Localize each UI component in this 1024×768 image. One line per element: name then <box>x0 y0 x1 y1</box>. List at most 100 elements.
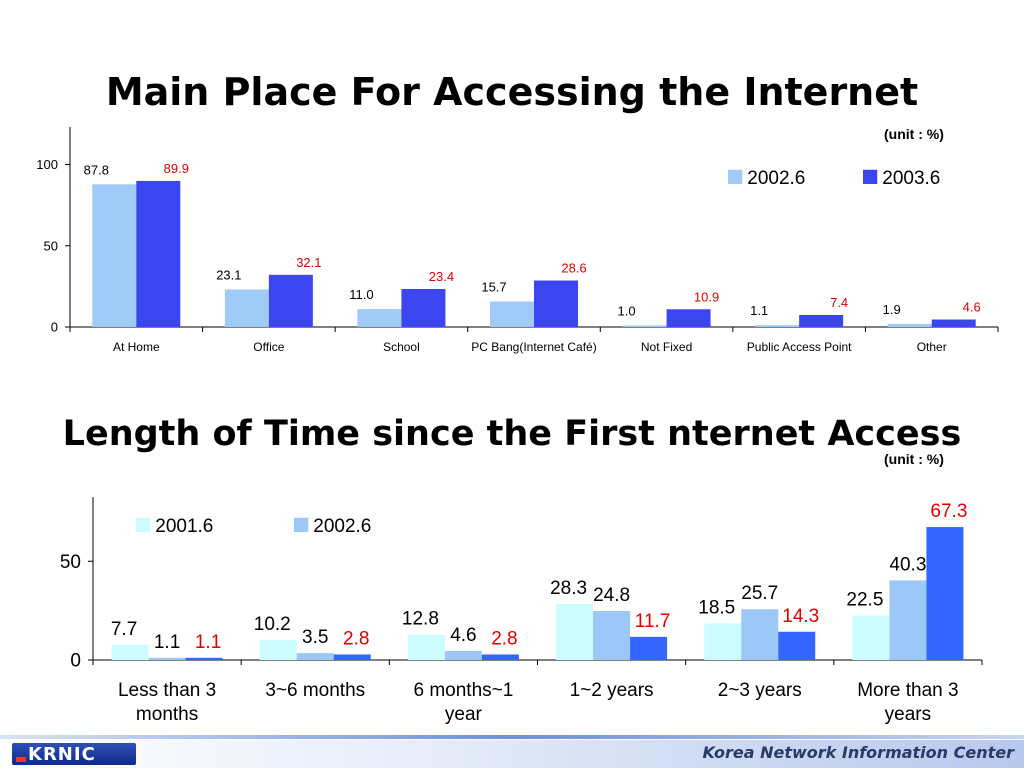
bar <box>490 301 534 327</box>
chart2-title: Length of Time since the First nternet A… <box>62 414 962 454</box>
bar <box>136 180 181 327</box>
data-label: 23.1 <box>216 267 241 282</box>
bar <box>148 657 186 660</box>
footer: KRNIC Korea Network Information Center <box>0 735 1024 768</box>
legend-swatch <box>294 517 309 532</box>
y-tick-label: 0 <box>51 320 58 335</box>
y-tick-label: 50 <box>44 238 58 253</box>
data-label: 89.9 <box>164 161 189 176</box>
data-label: 28.3 <box>550 578 587 599</box>
legend-label: 2002.6 <box>747 168 805 189</box>
data-label: 4.6 <box>450 625 476 646</box>
bar <box>704 623 742 660</box>
data-label: 7.4 <box>830 295 848 310</box>
legend-swatch <box>728 169 743 184</box>
bar <box>444 650 482 660</box>
x-tick-label: years <box>885 704 931 725</box>
legend-label: 2002.6 <box>313 516 371 537</box>
bar <box>931 319 976 327</box>
data-label: 67.3 <box>930 501 967 522</box>
data-label: 2.8 <box>491 628 517 649</box>
legend-swatch <box>863 169 878 184</box>
chart1-bar-chart: 0 50 100 87.8 89.9 At Home 23.1 32.1 Office 11.0 2… <box>36 127 999 354</box>
logo-mark-icon <box>16 757 26 762</box>
bar <box>185 657 223 660</box>
data-label: 87.8 <box>84 162 109 177</box>
bar <box>926 527 964 660</box>
x-tick-label: PC Bang(Internet Café) <box>471 340 596 354</box>
data-label: 1.0 <box>618 303 636 318</box>
data-label: 10.9 <box>694 289 719 304</box>
x-tick-label: 3~6 months <box>265 680 365 701</box>
bar <box>111 644 149 660</box>
bar <box>755 325 800 327</box>
footer-divider <box>0 735 1024 739</box>
bar <box>296 653 334 660</box>
data-label: 25.7 <box>741 583 778 604</box>
chart2-bar-chart: 0 50 7.7 1.1 1.1 Less than 3 months 10.2 3.5 2.8 3… <box>60 497 983 725</box>
x-tick-label: School <box>383 340 420 354</box>
x-tick-label: year <box>445 704 483 725</box>
data-label: 24.8 <box>593 585 630 606</box>
data-label: 22.5 <box>846 590 883 611</box>
y-tick-label: 50 <box>60 552 81 573</box>
bar <box>92 184 137 327</box>
x-tick-label: More than 3 <box>857 680 958 701</box>
bar <box>778 631 816 660</box>
chart1-title: Main Place For Accessing the Internet <box>105 70 919 114</box>
y-tick-label: 100 <box>36 157 58 172</box>
krnic-logo: KRNIC <box>12 743 136 765</box>
bar <box>666 309 711 327</box>
x-tick-label: At Home <box>113 340 160 354</box>
data-label: 11.0 <box>349 287 373 302</box>
bar <box>333 654 371 660</box>
x-tick-label: Less than 3 <box>118 680 216 701</box>
bar <box>224 289 269 327</box>
bar <box>630 636 668 660</box>
data-label: 11.7 <box>635 611 671 632</box>
data-label: 7.7 <box>111 619 137 640</box>
bar <box>259 639 297 660</box>
data-label: 2.8 <box>343 628 369 649</box>
x-tick-label: 2~3 years <box>718 680 802 701</box>
data-label: 18.5 <box>698 597 735 618</box>
data-label: 1.9 <box>883 302 901 317</box>
bar <box>622 325 667 327</box>
data-label: 28.6 <box>561 261 586 276</box>
bar <box>887 323 932 327</box>
footer-organization: Korea Network Information Center <box>702 743 1014 762</box>
chart2-unit-label: (unit : %) <box>884 451 944 467</box>
x-tick-label: Public Access Point <box>747 340 852 354</box>
y-tick-label: 0 <box>70 651 81 672</box>
data-label: 23.4 <box>429 269 454 284</box>
data-label: 10.2 <box>254 614 291 635</box>
data-label: 1.1 <box>154 632 180 653</box>
data-label: 40.3 <box>889 554 926 575</box>
x-tick-label: Office <box>253 340 284 354</box>
bar <box>534 280 578 327</box>
legend-label: 2003.6 <box>882 168 940 189</box>
data-label: 4.6 <box>963 300 981 315</box>
logo-text: KRNIC <box>28 744 96 765</box>
x-tick-label: 6 months~1 <box>414 680 514 701</box>
data-label: 1.1 <box>195 632 221 653</box>
x-tick-label: Not Fixed <box>641 340 692 354</box>
x-tick-label: 1~2 years <box>570 680 654 701</box>
data-label: 32.1 <box>296 255 321 270</box>
bar <box>852 615 890 660</box>
legend-label: 2001.6 <box>155 516 213 537</box>
bar <box>889 580 927 660</box>
data-label: 12.8 <box>402 609 439 630</box>
bar <box>593 611 631 660</box>
chart1-unit-label: (unit : %) <box>884 126 944 142</box>
bar <box>401 288 446 327</box>
data-label: 14.3 <box>782 606 819 627</box>
legend-swatch <box>136 517 151 532</box>
x-tick-label: months <box>136 704 198 725</box>
bar <box>357 309 402 327</box>
x-tick-label: Other <box>917 340 947 354</box>
data-label: 3.5 <box>302 627 328 648</box>
footer-band <box>0 740 1024 768</box>
bar <box>741 609 779 660</box>
bar <box>407 634 445 660</box>
